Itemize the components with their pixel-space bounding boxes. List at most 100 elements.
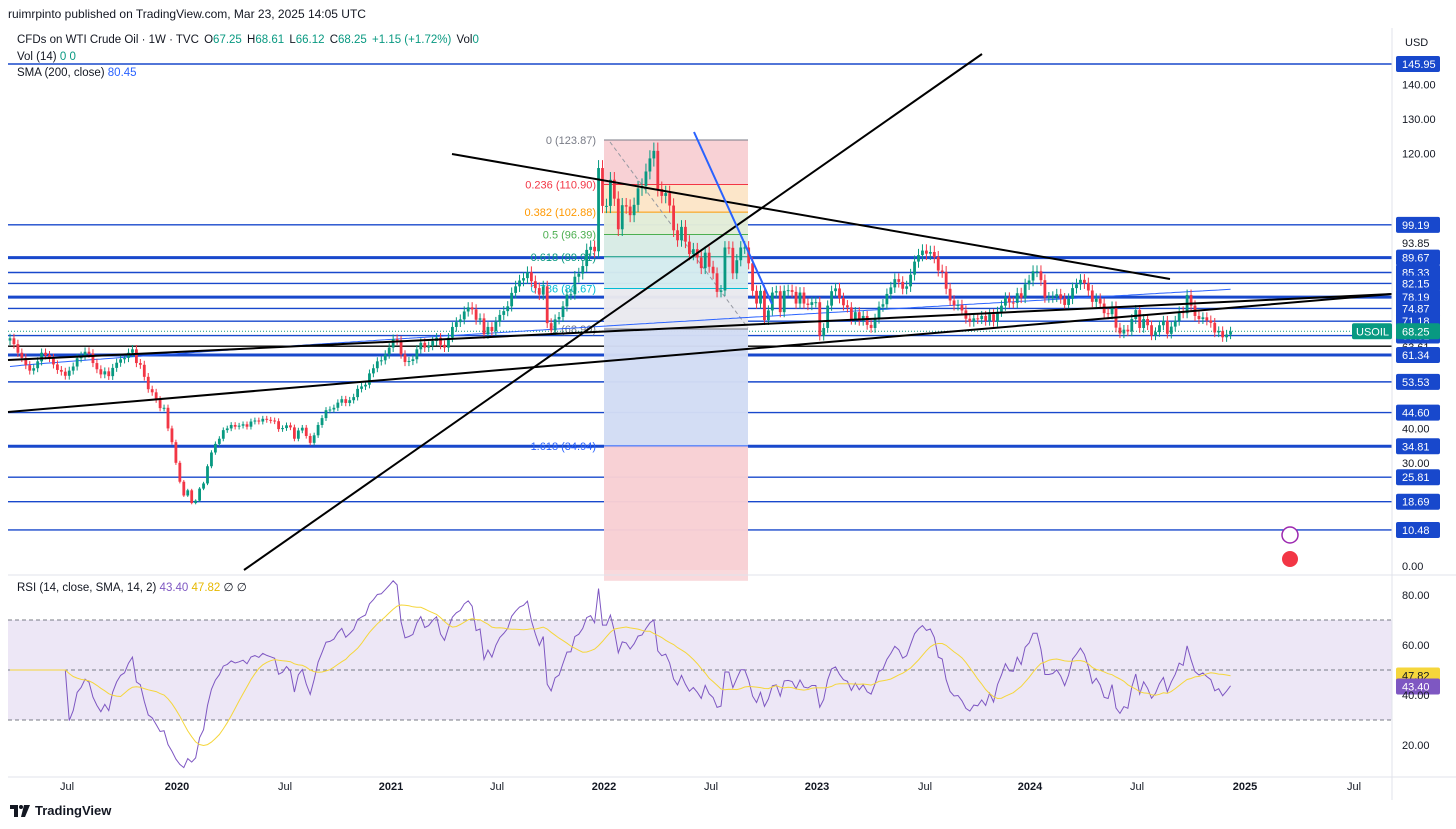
candle-body: [755, 290, 758, 304]
candle: [601, 160, 604, 214]
candle: [1007, 292, 1011, 308]
candle-body: [1177, 311, 1181, 321]
candle-body: [150, 389, 154, 393]
candle: [731, 241, 735, 280]
candle-body: [770, 292, 774, 311]
trendlines[interactable]: [7, 53, 1393, 571]
rsi-sma-value: 47.82: [191, 582, 221, 594]
candle: [40, 348, 43, 366]
candle-body: [1019, 293, 1023, 298]
ticker-badge-text: USOIL: [1356, 326, 1389, 338]
candle-body: [454, 322, 458, 327]
candle: [944, 266, 948, 295]
candle: [778, 285, 782, 318]
candle: [135, 344, 138, 368]
candle-body: [1043, 280, 1047, 298]
candle: [24, 353, 28, 370]
candle: [1071, 282, 1074, 305]
price-tick-label: 130.00: [1402, 114, 1436, 126]
candle-body: [431, 341, 435, 346]
candle-body: [885, 293, 889, 305]
candle: [585, 243, 589, 273]
candle: [522, 272, 525, 287]
trendline: [243, 53, 983, 571]
candle: [1083, 274, 1086, 289]
candle-body: [174, 442, 178, 463]
candle: [628, 199, 632, 223]
time-tick-label: Jul: [1347, 781, 1361, 793]
candle-body: [229, 424, 233, 429]
candle-body: [802, 292, 806, 304]
candle-body: [763, 290, 766, 321]
fib-level-label: 0.618 (89.91): [531, 252, 596, 264]
rsi-tick-label: 80.00: [1402, 590, 1430, 602]
candle-body: [1063, 298, 1067, 305]
candle-body: [221, 430, 225, 439]
candle-body: [1000, 305, 1003, 312]
candle: [63, 367, 67, 380]
candle: [703, 246, 707, 275]
candle: [447, 333, 450, 352]
candle: [138, 359, 142, 369]
candle: [407, 356, 411, 367]
candle-body: [806, 303, 810, 305]
candle-body: [1023, 284, 1027, 298]
candle: [952, 295, 956, 311]
candle: [691, 242, 695, 261]
candle: [1004, 292, 1007, 311]
candle-body: [419, 342, 423, 350]
candle-body: [735, 260, 739, 274]
candle-body: [1138, 310, 1142, 328]
candle-body: [427, 345, 431, 348]
candle-body: [490, 326, 494, 332]
candle-body: [996, 311, 999, 322]
candle-body: [1154, 332, 1157, 336]
candle-body: [364, 384, 367, 387]
rsi-value-badge: [1396, 678, 1440, 695]
candle: [684, 220, 687, 249]
candle-body: [1079, 279, 1082, 285]
candle: [901, 276, 905, 295]
candle: [948, 283, 952, 306]
candle: [810, 296, 814, 311]
candle-body: [1098, 298, 1102, 304]
candle: [1039, 265, 1043, 286]
candle-body: [652, 150, 656, 159]
candle-body: [107, 371, 111, 377]
level-badge: [1396, 373, 1440, 390]
candle: [968, 313, 972, 327]
candle-body: [210, 452, 213, 467]
candle: [1098, 293, 1102, 309]
candle: [719, 284, 723, 298]
candle-body: [1213, 322, 1217, 333]
candle: [518, 274, 521, 292]
last-price-badge: [1396, 323, 1440, 340]
candle-body: [774, 291, 778, 293]
candle: [1154, 327, 1157, 341]
candle: [1063, 293, 1067, 311]
candle-body: [1205, 317, 1209, 321]
candle-body: [190, 490, 194, 504]
candle-body: [253, 420, 257, 422]
candle: [166, 404, 170, 432]
candle: [656, 142, 660, 197]
candle: [660, 181, 664, 204]
candle-body: [545, 286, 549, 324]
candle: [782, 285, 786, 318]
candle-body: [1083, 279, 1086, 284]
candle: [1209, 315, 1213, 328]
candle: [723, 241, 727, 297]
candle-body: [838, 288, 841, 299]
fib-level-label: 0.236 (110.90): [525, 180, 596, 192]
fib-retracement[interactable]: 0 (123.87) 0.236 (110.90) 0.382 (102.88) 0.…: [524, 135, 749, 581]
candle-body: [95, 363, 99, 370]
candle-body: [75, 358, 79, 367]
candle-body: [585, 249, 589, 267]
candle-body: [601, 168, 604, 206]
change-value: +1.15 (+1.72%): [372, 34, 452, 46]
candle: [1173, 315, 1177, 332]
level-badge-text: 25.81: [1402, 472, 1430, 484]
candle: [12, 333, 16, 349]
